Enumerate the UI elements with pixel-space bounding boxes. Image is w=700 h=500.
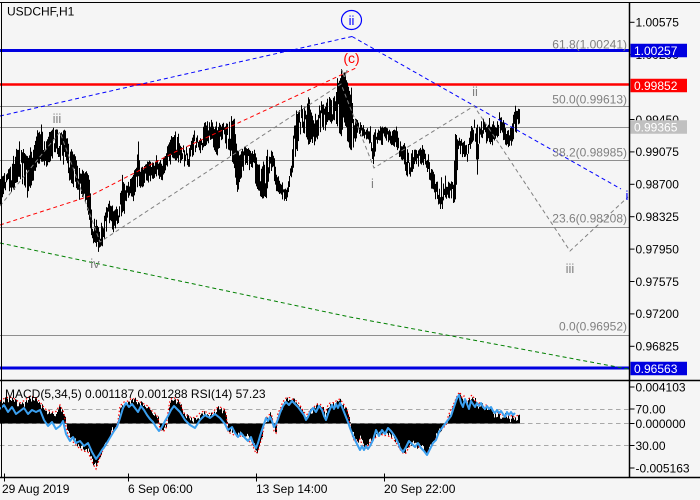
svg-text:ii: ii — [472, 84, 478, 99]
svg-text:0.98700: 0.98700 — [636, 178, 680, 192]
svg-text:23.6(0.98208): 23.6(0.98208) — [552, 212, 627, 226]
svg-text:0.99365: 0.99365 — [634, 120, 678, 134]
svg-text:0.97200: 0.97200 — [636, 307, 680, 321]
svg-text:-0.005163: -0.005163 — [636, 461, 690, 475]
svg-text:61.8(1.00241): 61.8(1.00241) — [552, 38, 627, 52]
svg-text:ii: ii — [349, 13, 355, 28]
svg-text:0.004103: 0.004103 — [636, 380, 686, 394]
svg-text:0.97950: 0.97950 — [636, 242, 680, 256]
svg-text:iii: iii — [566, 261, 575, 276]
svg-text:0.97575: 0.97575 — [636, 275, 680, 289]
svg-text:USDCHF,H1: USDCHF,H1 — [7, 5, 75, 19]
svg-text:20 Sep 22:00: 20 Sep 22:00 — [384, 482, 456, 496]
svg-text:1.00257: 1.00257 — [634, 44, 678, 58]
svg-text:0.0(0.96952): 0.0(0.96952) — [559, 320, 627, 334]
svg-text:0.99852: 0.99852 — [634, 79, 678, 93]
svg-text:v: v — [341, 65, 348, 80]
svg-text:0.96825: 0.96825 — [636, 340, 680, 354]
svg-text:29 Aug 2019: 29 Aug 2019 — [2, 482, 70, 496]
svg-text:iv: iv — [90, 256, 100, 271]
svg-text:30.00: 30.00 — [636, 439, 666, 453]
svg-text:i: i — [371, 176, 374, 191]
svg-text:13 Sep 14:00: 13 Sep 14:00 — [256, 482, 328, 496]
svg-text:iii: iii — [53, 111, 62, 126]
svg-text:70.00: 70.00 — [636, 402, 666, 416]
svg-text:0.96563: 0.96563 — [634, 362, 678, 376]
svg-text:0.000000: 0.000000 — [636, 417, 686, 431]
svg-text:38.2(0.98985): 38.2(0.98985) — [552, 146, 627, 160]
svg-text:MACD(5,34,5) 0.001187 0.001288: MACD(5,34,5) 0.001187 0.001288 RSI(14) 5… — [5, 387, 266, 401]
svg-text:50.0(0.99613): 50.0(0.99613) — [552, 93, 627, 107]
svg-text:6 Sep 06:00: 6 Sep 06:00 — [128, 482, 193, 496]
svg-text:i: i — [626, 188, 629, 203]
svg-text:0.99075: 0.99075 — [636, 145, 680, 159]
svg-text:(c): (c) — [343, 50, 359, 66]
svg-text:0.98325: 0.98325 — [636, 210, 680, 224]
svg-text:1.00575: 1.00575 — [636, 16, 680, 30]
